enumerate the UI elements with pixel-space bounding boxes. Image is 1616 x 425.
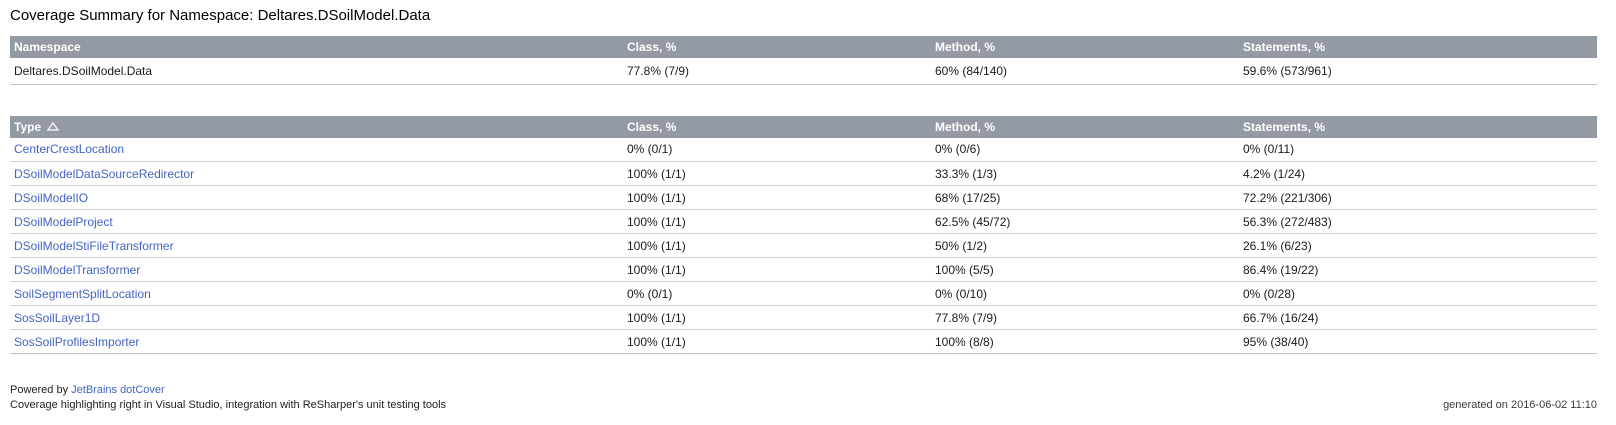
footer: Powered by JetBrains dotCover Coverage h…	[10, 383, 1616, 413]
method-cell: 0% (0/10)	[931, 281, 1239, 306]
table-row: SoilSegmentSplitLocation 0% (0/1) 0% (0/10…	[10, 281, 1597, 306]
statements-cell: 72.2% (221/306)	[1239, 185, 1597, 210]
method-cell: 0% (0/6)	[931, 137, 1239, 162]
type-link[interactable]: SosSoilLayer1D	[14, 310, 101, 325]
column-header-type-label: Type	[14, 119, 42, 134]
class-cell: 100% (1/1)	[623, 161, 931, 186]
statements-cell: 4.2% (1/24)	[1239, 161, 1597, 186]
type-link[interactable]: DSoilModelProject	[14, 214, 113, 229]
column-header-method[interactable]: Method, %	[931, 115, 1239, 138]
type-cell: SoilSegmentSplitLocation	[10, 281, 623, 306]
type-cell: DSoilModelStiFileTransformer	[10, 233, 623, 258]
name-cell: Deltares.DSoilModel.Data	[10, 58, 623, 85]
powered-by-text: Powered by	[10, 384, 72, 396]
class-cell: 100% (1/1)	[623, 185, 931, 210]
type-cell: DSoilModelTransformer	[10, 257, 623, 282]
type-link[interactable]: DSoilModelIO	[14, 190, 89, 205]
type-link[interactable]: CenterCrestLocation	[14, 142, 125, 157]
table-row: DSoilModelStiFileTransformer 100% (1/1) 50…	[10, 233, 1597, 258]
statements-cell: 0% (0/11)	[1239, 137, 1597, 162]
sort-ascending-icon	[46, 120, 60, 134]
method-cell: 50% (1/2)	[931, 233, 1239, 258]
statements-cell: 66.7% (16/24)	[1239, 305, 1597, 330]
type-cell: SosSoilProfilesImporter	[10, 329, 623, 354]
column-header-statements[interactable]: Statements, %	[1239, 36, 1597, 58]
class-cell: 100% (1/1)	[623, 209, 931, 234]
table-row: DSoilModelIO 100% (1/1) 68% (17/25) 72.2% (…	[10, 185, 1597, 210]
statements-cell: 59.6% (573/961)	[1239, 58, 1597, 85]
table-row: SosSoilLayer1D 100% (1/1) 77.8% (7/9) 66.7%…	[10, 305, 1597, 330]
statements-cell: 0% (0/28)	[1239, 281, 1597, 306]
class-cell: 100% (1/1)	[623, 233, 931, 258]
type-cell: SosSoilLayer1D	[10, 305, 623, 330]
class-cell: 0% (0/1)	[623, 137, 931, 162]
type-link[interactable]: SoilSegmentSplitLocation	[14, 286, 151, 301]
dotcover-link[interactable]: JetBrains dotCover	[71, 384, 165, 396]
type-table-header-row: Type Class, % Method, % Statements, %	[10, 115, 1597, 138]
tagline: Coverage highlighting right in Visual St…	[10, 399, 447, 411]
type-link[interactable]: DSoilModelTransformer	[14, 262, 141, 277]
powered-by-line: Powered by JetBrains dotCover	[10, 383, 1616, 398]
class-cell: 100% (1/1)	[623, 257, 931, 282]
type-link[interactable]: SosSoilProfilesImporter	[14, 334, 140, 349]
type-cell: DSoilModelDataSourceRedirector	[10, 161, 623, 186]
column-header-statements[interactable]: Statements, %	[1239, 115, 1597, 138]
class-cell: 0% (0/1)	[623, 281, 931, 306]
namespace-summary-table: Namespace Class, % Method, % Statements,…	[10, 36, 1597, 85]
type-summary-table: Type Class, % Method, % Statements, % Ce…	[10, 115, 1597, 354]
generated-timestamp: generated on 2016-06-02 11:10	[1443, 399, 1597, 411]
column-header-class[interactable]: Class, %	[623, 36, 931, 58]
table-row: SosSoilProfilesImporter 100% (1/1) 100% (8…	[10, 329, 1597, 354]
table-row: CenterCrestLocation 0% (0/1) 0% (0/6) 0% (0…	[10, 137, 1597, 162]
method-cell: 100% (5/5)	[931, 257, 1239, 282]
class-cell: 100% (1/1)	[623, 329, 931, 354]
method-cell: 100% (8/8)	[931, 329, 1239, 354]
statements-cell: 86.4% (19/22)	[1239, 257, 1597, 282]
table-row: Deltares.DSoilModel.Data 77.8% (7/9) 60% (…	[10, 58, 1597, 85]
column-header-type[interactable]: Type	[10, 115, 623, 138]
method-cell: 68% (17/25)	[931, 185, 1239, 210]
type-link[interactable]: DSoilModelStiFileTransformer	[14, 238, 174, 253]
method-cell: 77.8% (7/9)	[931, 305, 1239, 330]
page-title: Coverage Summary for Namespace: Deltares…	[10, 7, 431, 24]
table-row: DSoilModelProject 100% (1/1) 62.5% (45/72)…	[10, 209, 1597, 234]
type-link[interactable]: DSoilModelDataSourceRedirector	[14, 166, 195, 181]
column-header-class[interactable]: Class, %	[623, 115, 931, 138]
column-header-namespace[interactable]: Namespace	[10, 36, 623, 58]
method-cell: 62.5% (45/72)	[931, 209, 1239, 234]
column-header-method[interactable]: Method, %	[931, 36, 1239, 58]
type-cell: DSoilModelProject	[10, 209, 623, 234]
type-cell: DSoilModelIO	[10, 185, 623, 210]
statements-cell: 26.1% (6/23)	[1239, 233, 1597, 258]
table-row: DSoilModelDataSourceRedirector 100% (1/1)…	[10, 161, 1597, 186]
statements-cell: 56.3% (272/483)	[1239, 209, 1597, 234]
method-cell: 33.3% (1/3)	[931, 161, 1239, 186]
namespace-table-header-row: Namespace Class, % Method, % Statements,…	[10, 36, 1597, 58]
type-cell: CenterCrestLocation	[10, 137, 623, 162]
class-cell: 100% (1/1)	[623, 305, 931, 330]
method-cell: 60% (84/140)	[931, 58, 1239, 85]
class-cell: 77.8% (7/9)	[623, 58, 931, 85]
statements-cell: 95% (38/40)	[1239, 329, 1597, 354]
table-row: DSoilModelTransformer 100% (1/1) 100% (5/5…	[10, 257, 1597, 282]
